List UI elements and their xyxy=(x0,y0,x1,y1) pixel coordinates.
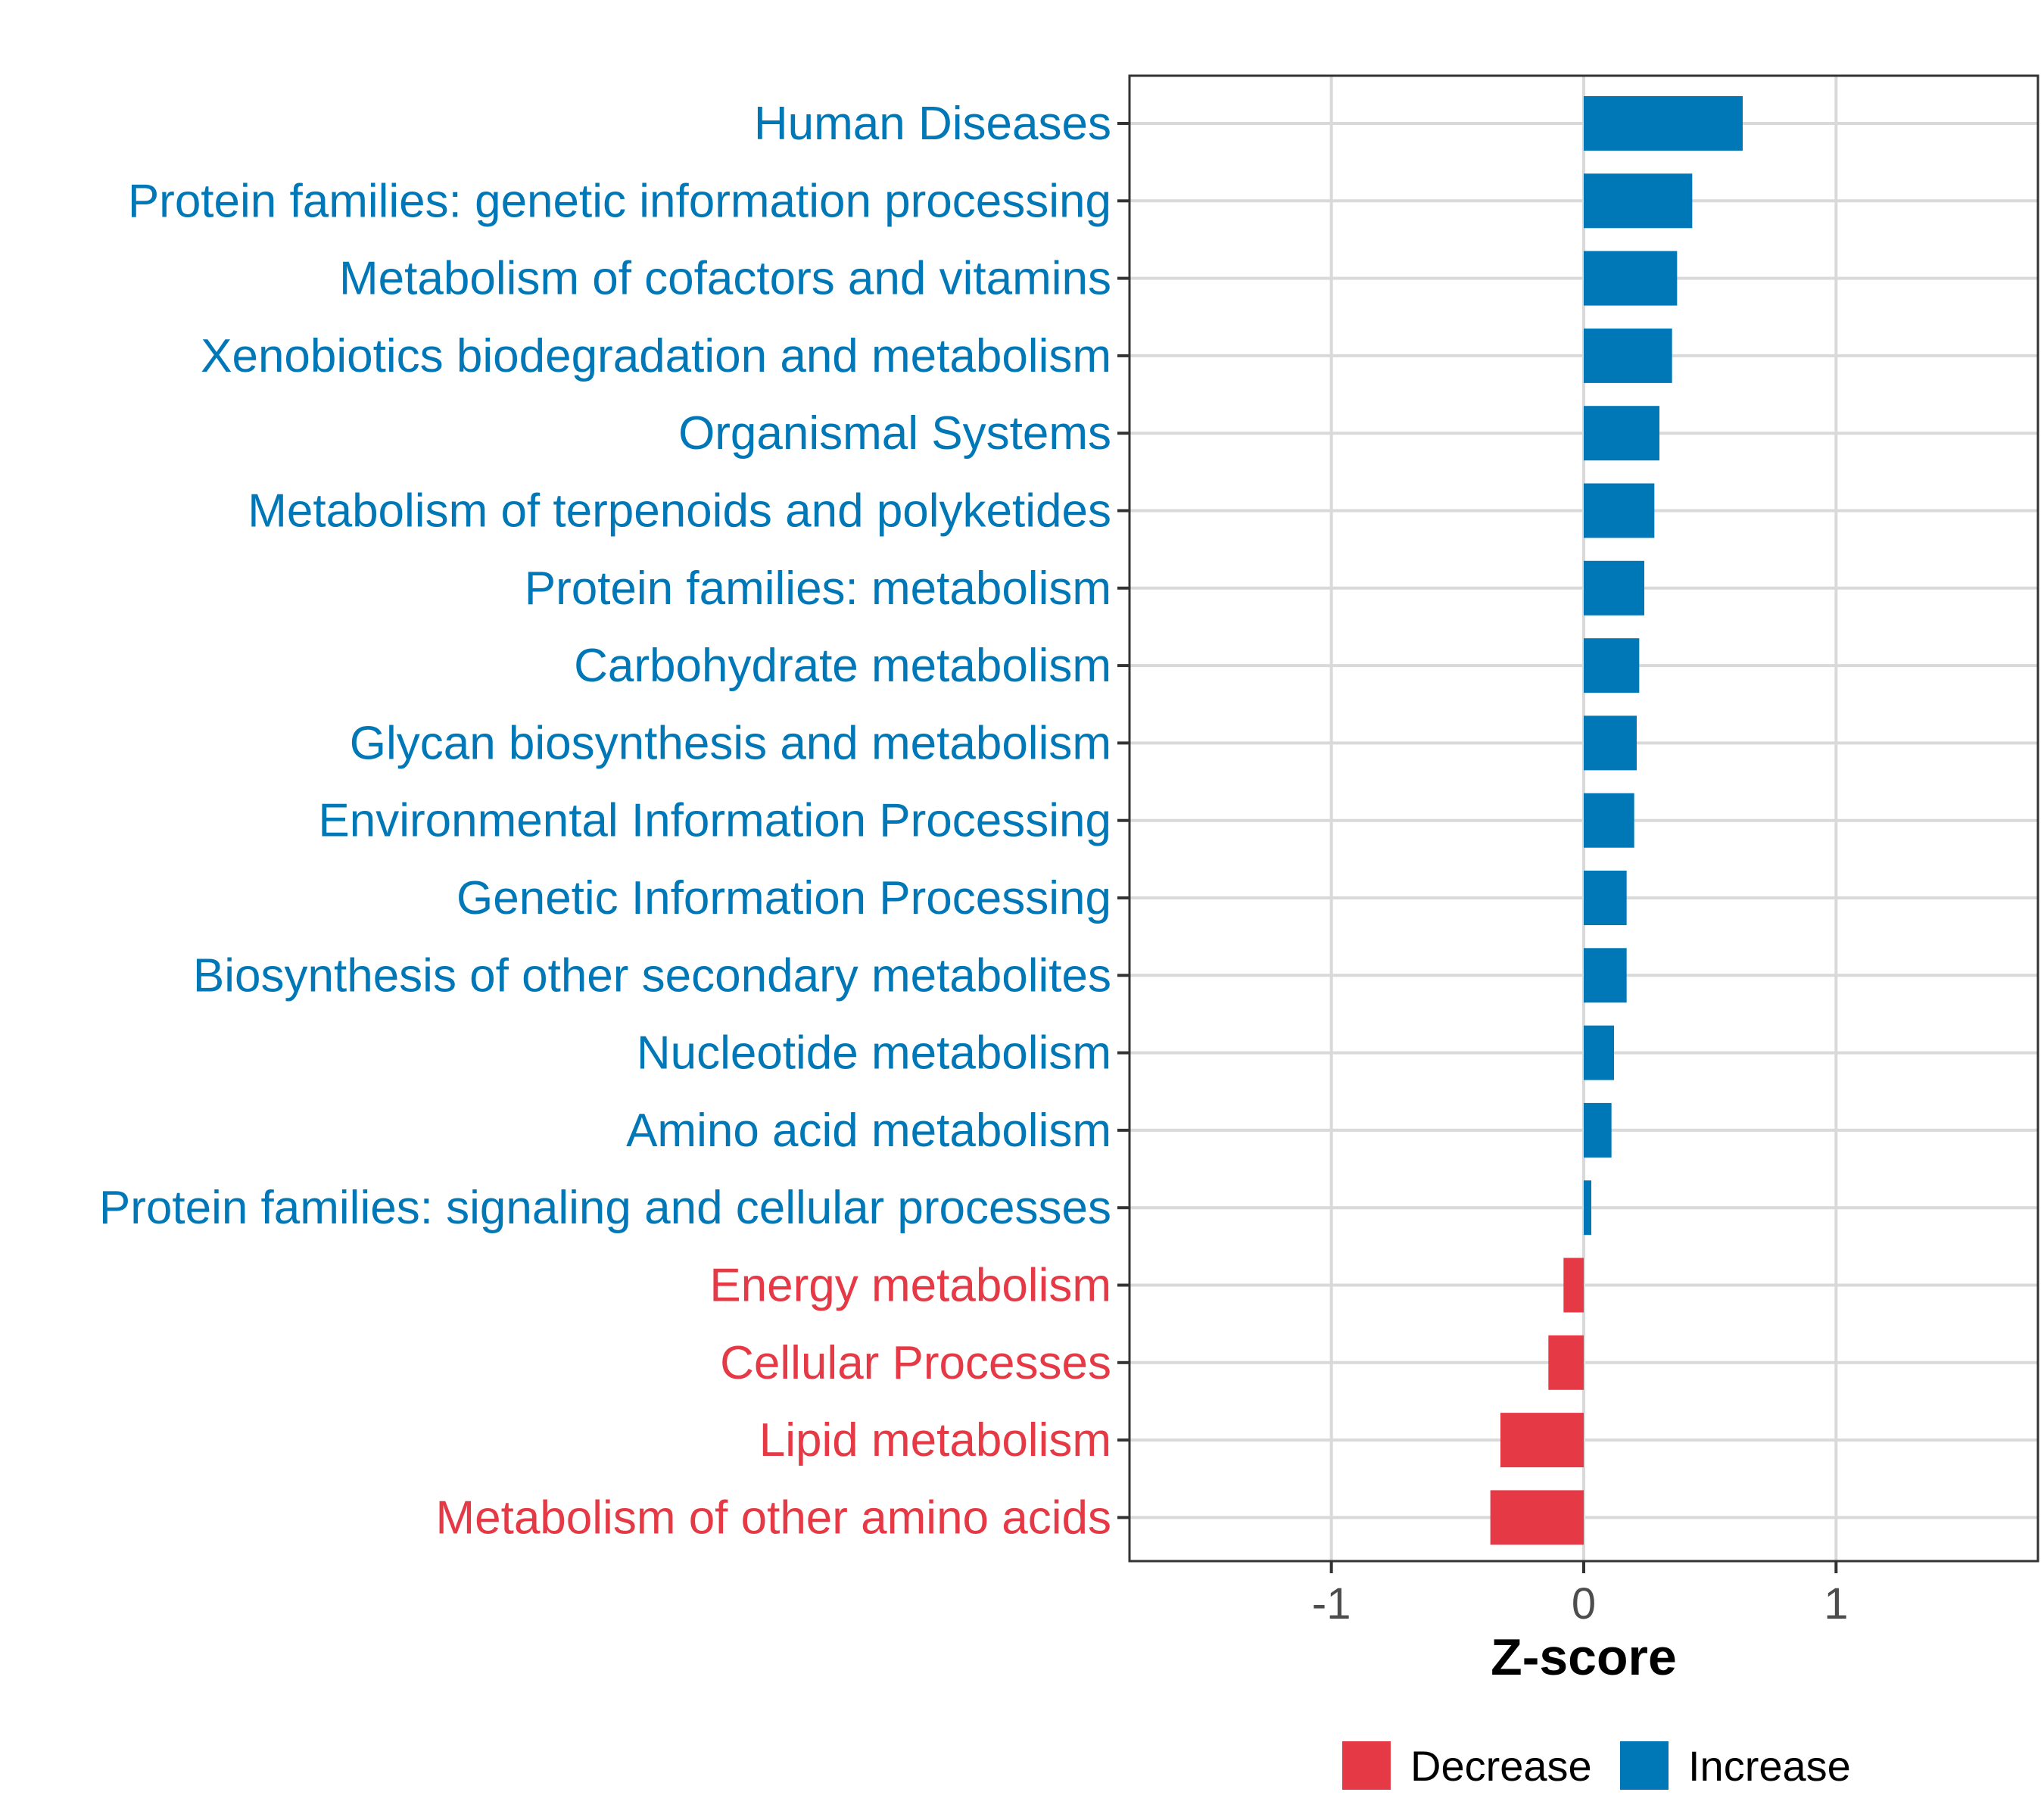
bar-increase xyxy=(1584,1025,1614,1080)
bar-increase xyxy=(1584,1180,1591,1236)
category-label: Carbohydrate metabolism xyxy=(574,640,1111,692)
x-tick-label: -1 xyxy=(1312,1579,1351,1628)
category-label: Metabolism of terpenoids and polyketides xyxy=(248,485,1111,538)
bar-decrease xyxy=(1490,1490,1584,1545)
bar-increase xyxy=(1584,251,1678,306)
category-label: Metabolism of cofactors and vitamins xyxy=(339,253,1111,305)
category-label: Genetic Information Processing xyxy=(456,872,1111,924)
legend-label-increase: Increase xyxy=(1688,1742,1851,1790)
category-label: Organismal Systems xyxy=(678,407,1111,460)
bar-decrease xyxy=(1563,1258,1584,1313)
category-label: Protein families: signaling and cellular… xyxy=(99,1182,1111,1234)
bar-increase xyxy=(1584,715,1637,771)
bar-layer xyxy=(1490,96,1743,1545)
x-tick-label: 1 xyxy=(1824,1579,1848,1628)
category-label-layer: Human Diseases Protein families: genetic … xyxy=(99,98,1111,1544)
legend-key-increase xyxy=(1620,1741,1669,1790)
category-label: Protein families: metabolism xyxy=(525,563,1111,615)
bar-increase xyxy=(1584,560,1644,616)
legend: Decrease Increase xyxy=(1342,1741,1851,1790)
category-label: Glycan biosynthesis and metabolism xyxy=(350,717,1111,769)
legend-key-decrease xyxy=(1342,1741,1391,1790)
bar-decrease xyxy=(1500,1413,1584,1468)
category-label: Nucleotide metabolism xyxy=(637,1027,1111,1080)
category-label: Biosynthesis of other secondary metaboli… xyxy=(193,949,1111,1002)
legend-label-decrease: Decrease xyxy=(1410,1742,1592,1790)
bar-increase xyxy=(1584,1102,1612,1158)
bar-increase xyxy=(1584,96,1743,151)
category-label: Xenobiotics biodegradation and metabolis… xyxy=(201,330,1111,382)
x-axis-title: Z-score xyxy=(1491,1628,1677,1686)
category-label: Metabolism of other amino acids xyxy=(435,1491,1111,1544)
bar-increase xyxy=(1584,406,1659,461)
category-label: Lipid metabolism xyxy=(759,1414,1111,1466)
category-label: Environmental Information Processing xyxy=(318,795,1111,847)
bar-increase xyxy=(1584,328,1672,383)
bar-increase xyxy=(1584,638,1640,693)
bar-decrease xyxy=(1548,1335,1584,1390)
category-label: Protein families: genetic information pr… xyxy=(128,175,1111,227)
category-label: Human Diseases xyxy=(754,98,1111,150)
bar-increase xyxy=(1584,793,1634,848)
tick-layer: -1 0 1 xyxy=(1117,122,1848,1628)
category-label: Energy metabolism xyxy=(709,1260,1111,1312)
bar-increase xyxy=(1584,871,1627,925)
bar-increase xyxy=(1584,173,1693,229)
category-label: Amino acid metabolism xyxy=(626,1105,1111,1157)
category-label: Cellular Processes xyxy=(720,1337,1111,1389)
bar-increase xyxy=(1584,948,1627,1003)
bar-increase xyxy=(1584,483,1655,538)
x-tick-label: 0 xyxy=(1572,1579,1596,1628)
